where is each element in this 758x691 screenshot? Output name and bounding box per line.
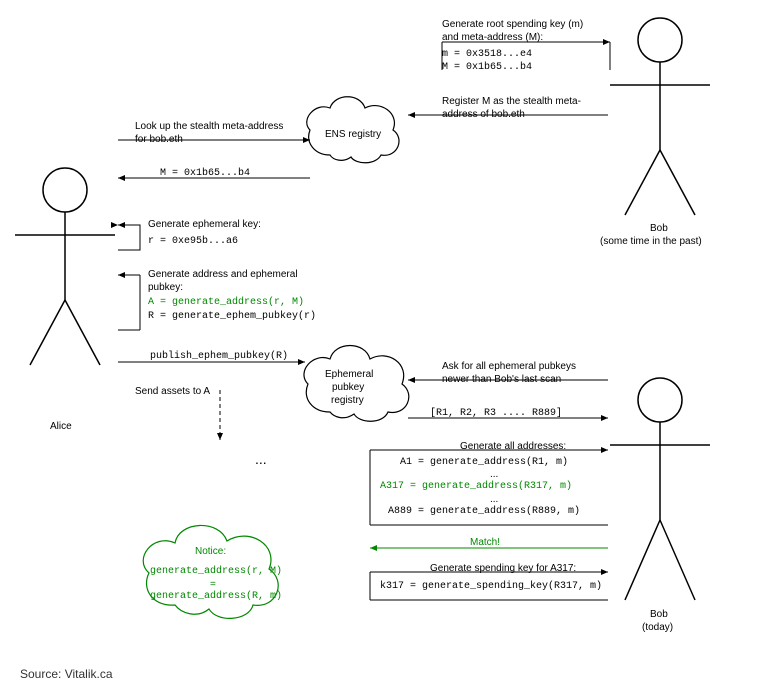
ask-l2: newer than Bob's last scan: [442, 373, 561, 386]
gen-addr-l1: Generate address and ephemeral: [148, 268, 298, 281]
gen-addr-A: A = generate_address(r, M): [148, 296, 304, 309]
gen-all-a889: A889 = generate_address(R889, m): [388, 505, 580, 518]
notice-l1: generate_address(r, M): [150, 565, 282, 578]
ephem-l3: registry: [331, 394, 364, 407]
bob-today-label: Bob: [650, 608, 668, 621]
register-l1: Register M as the stealth meta-: [442, 95, 581, 108]
gen-addr-R: R = generate_ephem_pubkey(r): [148, 310, 316, 323]
gen-root-l1: Generate root spending key (m): [442, 18, 583, 31]
notice-l2: generate_address(R, m): [150, 590, 282, 603]
ask-result: [R1, R2, R3 .... R889]: [430, 407, 562, 420]
ephem-l2: pubkey: [332, 381, 364, 394]
send: Send assets to A: [135, 385, 210, 398]
bob-today-sub: (today): [642, 621, 673, 634]
publish: publish_ephem_pubkey(R): [150, 350, 288, 363]
ellipsis: ...: [255, 450, 267, 468]
ephem-l1: Ephemeral: [325, 368, 373, 381]
gen-all-title: Generate all addresses:: [460, 440, 566, 453]
register-l2: address of bob.eth: [442, 108, 525, 121]
gen-ephem-r: r = 0xe95b...a6: [148, 235, 238, 248]
bob-past-sub: (some time in the past): [600, 235, 702, 248]
gen-ephem-l1: Generate ephemeral key:: [148, 218, 261, 231]
lookup-l1: Look up the stealth meta-address: [135, 120, 283, 133]
diagram-svg: [0, 0, 758, 691]
bob-today-figure: [610, 378, 710, 600]
alice-label: Alice: [50, 420, 72, 433]
gen-root-M: M = 0x1b65...b4: [442, 61, 532, 74]
alice-figure: [15, 168, 115, 365]
ens-label: ENS registry: [325, 128, 381, 141]
gen-spend-l1: Generate spending key for A317:: [430, 562, 576, 575]
source-citation: Source: Vitalik.ca: [20, 667, 113, 681]
gen-spend-k: k317 = generate_spending_key(R317, m): [380, 580, 602, 593]
lookup-result: M = 0x1b65...b4: [160, 167, 250, 180]
match: Match!: [470, 536, 500, 549]
lookup-l2: for bob.eth: [135, 133, 183, 146]
gen-root-l2: and meta-address (M):: [442, 31, 543, 44]
bob-past-figure: [610, 18, 710, 215]
bob-past-label: Bob: [650, 222, 668, 235]
gen-root-m: m = 0x3518...e4: [442, 48, 532, 61]
notice-title: Notice:: [195, 545, 226, 558]
gen-all-a1: A1 = generate_address(R1, m): [400, 456, 568, 469]
gen-addr-l2: pubkey:: [148, 281, 183, 294]
ask-l1: Ask for all ephemeral pubkeys: [442, 360, 576, 373]
diagram-stage: Alice Bob (some time in the past) Bob (t…: [0, 0, 758, 691]
gen-all-a317: A317 = generate_address(R317, m): [380, 480, 572, 493]
